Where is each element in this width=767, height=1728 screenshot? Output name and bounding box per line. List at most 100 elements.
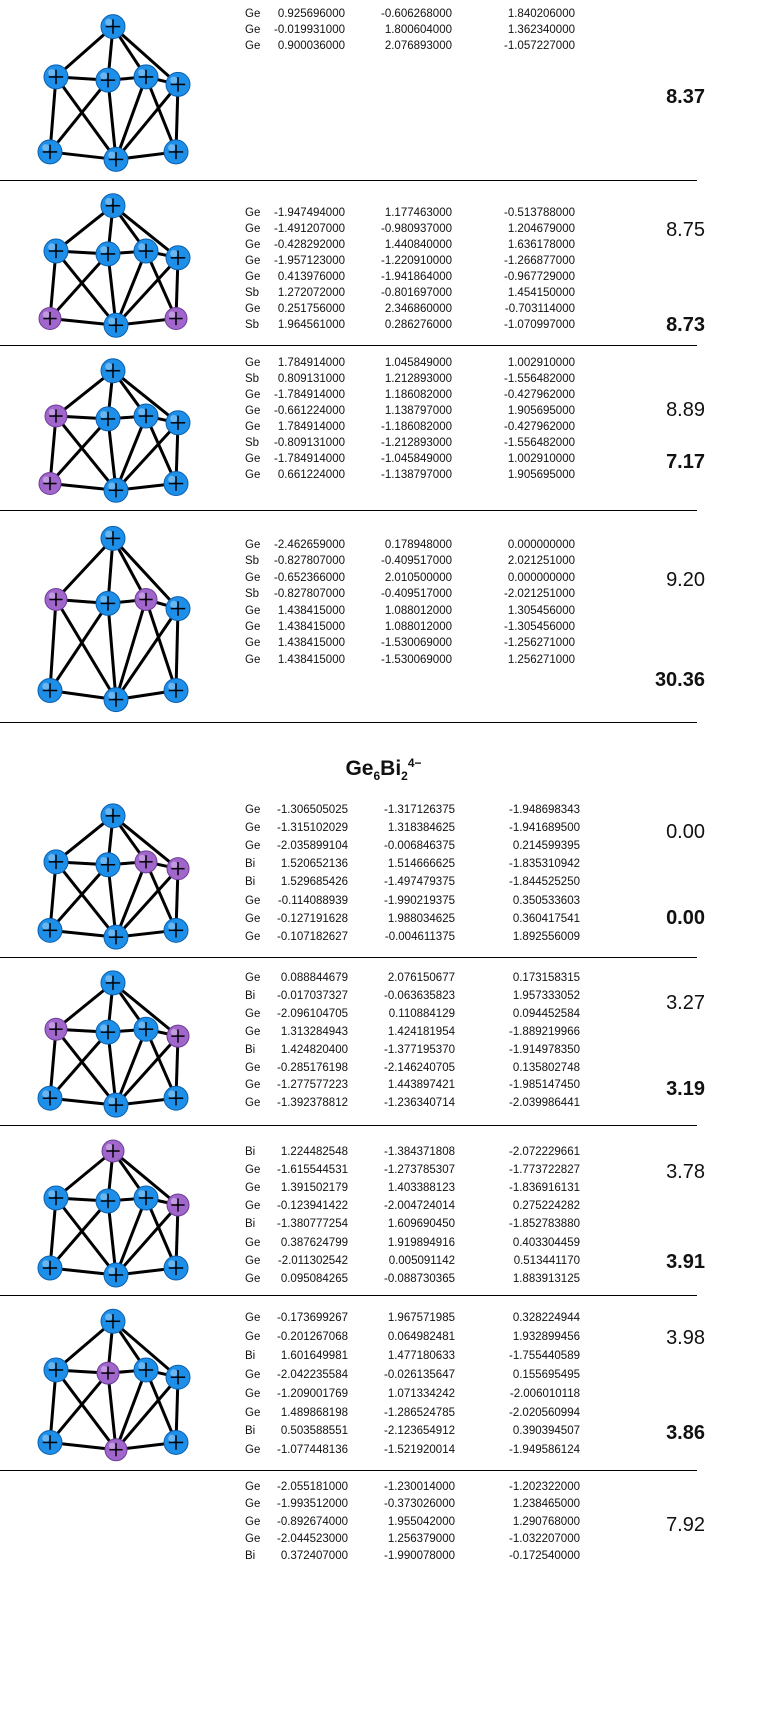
bond [114, 1035, 180, 1107]
rule [0, 180, 697, 181]
coordinate: -1.392378812 [277, 1097, 348, 1110]
element: Bi [245, 876, 256, 889]
coordinate: -0.127191628 [277, 912, 348, 925]
bond [54, 860, 118, 939]
coordinate: 1.088012000 [384, 621, 452, 633]
coordinate: 1.919894916 [387, 1236, 455, 1249]
formula-part: 2 [401, 769, 408, 784]
element: Ge [245, 8, 261, 20]
element: Bi [245, 1146, 256, 1158]
atom-shine [105, 530, 113, 538]
bond [112, 369, 179, 424]
coordinate: 1.489868198 [280, 1406, 348, 1419]
coordinate: 1.932899456 [512, 1330, 580, 1343]
bond [112, 814, 179, 870]
coordinate: -2.004724014 [384, 1200, 455, 1213]
coordinate: -1.377195370 [384, 1043, 455, 1056]
element: Bi [245, 1218, 256, 1231]
coordinate: 1.477180633 [387, 1349, 455, 1362]
atom-shine [170, 1197, 178, 1205]
coordinate: -0.173699267 [277, 1312, 348, 1324]
bond [54, 250, 118, 327]
coordinate: -1.236340714 [384, 1097, 455, 1110]
atom-shine [168, 1260, 176, 1268]
element: Ge [245, 24, 261, 36]
coordinate: -0.827807000 [274, 555, 345, 568]
coordinate: 1.177463000 [384, 207, 452, 219]
bond [54, 537, 115, 601]
coordinate: 1.391502179 [280, 1182, 348, 1195]
element: Sb [245, 588, 260, 601]
coordinate: -0.063635823 [384, 989, 455, 1002]
coordinate: 2.010500000 [384, 571, 452, 584]
coordinate: 1.601649981 [280, 1349, 348, 1362]
element: Ge [245, 223, 261, 235]
coordinate: -1.530069000 [381, 637, 452, 650]
coordinate: -1.530069000 [381, 653, 452, 666]
bond [114, 867, 180, 939]
coordinate: -0.967729000 [504, 271, 575, 283]
bond [114, 861, 148, 938]
coordinate: 0.088844679 [280, 972, 348, 984]
coordinate: -1.277577223 [277, 1079, 348, 1092]
coordinate: -2.123654912 [384, 1425, 455, 1438]
coordinate: -1.784914000 [274, 389, 345, 401]
coordinate: 1.256379000 [387, 1532, 455, 1545]
section-title: Ge6Bi24− [0, 756, 767, 783]
element: Ge [245, 653, 261, 666]
atom-shine [168, 922, 176, 930]
bond [114, 1028, 148, 1106]
atom-shine [100, 246, 108, 254]
element: Ge [245, 1164, 261, 1177]
atom-shine [48, 69, 56, 77]
atom-shine [168, 144, 176, 152]
coordinate: 1.212893000 [384, 373, 452, 385]
atom-shine [170, 861, 178, 869]
element: Ge [245, 1007, 261, 1020]
coordinate: -0.980937000 [381, 223, 452, 235]
atom-shine [170, 1369, 178, 1377]
coordinate: -2.462659000 [274, 539, 345, 551]
coordinate: -1.070997000 [504, 319, 575, 331]
bond [144, 599, 178, 691]
atom-shine [100, 1365, 108, 1373]
coordinate: -0.201267068 [277, 1330, 348, 1343]
element: Ge [245, 1200, 261, 1213]
coordinate: 1.964561000 [277, 319, 345, 331]
coordinate: -0.427962000 [504, 389, 575, 401]
energy-bold: 3.86 [666, 1422, 705, 1444]
coordinate: 0.925696000 [277, 8, 345, 20]
coordinate: 1.138797000 [384, 405, 452, 417]
coordinate: -1.985147450 [509, 1079, 580, 1092]
coordinate: -1.266877000 [504, 255, 575, 267]
coordinate: -0.088730365 [384, 1272, 455, 1285]
bond [106, 1372, 118, 1450]
coordinate: 0.403304459 [512, 1236, 580, 1249]
atom-shine [48, 854, 56, 862]
coordinate: 1.800604000 [384, 24, 452, 36]
coordinate: 1.529685426 [280, 876, 348, 889]
atom-shine [100, 411, 108, 419]
bond [54, 1028, 118, 1107]
element: Ge [245, 912, 261, 925]
atom-shine [42, 144, 50, 152]
element: Bi [245, 1043, 256, 1056]
coordinate: 0.110884129 [388, 1007, 455, 1020]
rule [0, 957, 697, 958]
element: Ge [245, 1481, 261, 1493]
element: Bi [245, 1349, 256, 1362]
coordinate: -0.809131000 [274, 437, 345, 449]
coordinate: -0.172540000 [509, 1550, 580, 1563]
element: Bi [245, 1425, 256, 1438]
coordinate: -0.409517000 [381, 555, 452, 568]
coordinate: -0.409517000 [381, 588, 452, 601]
element: Ge [245, 894, 261, 907]
coordinate: -1.990078000 [384, 1550, 455, 1563]
bond [106, 603, 118, 700]
coordinate: -1.306505025 [277, 804, 348, 816]
coordinate: -2.039986441 [509, 1097, 580, 1110]
coordinate: -2.042235584 [277, 1368, 348, 1381]
coordinate: 2.346860000 [384, 303, 452, 315]
element: Ge [245, 1444, 261, 1457]
